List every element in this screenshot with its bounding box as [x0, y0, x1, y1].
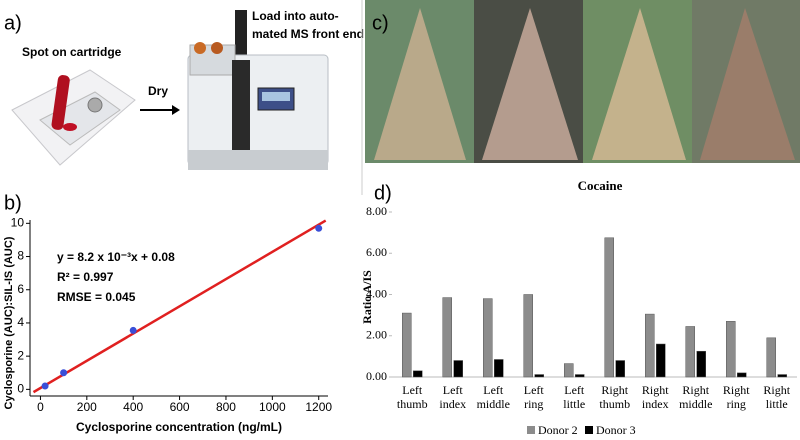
annotation: R² = 0.997: [57, 270, 114, 284]
bar: [402, 312, 412, 378]
x-tick-label: 1200: [305, 400, 332, 414]
bar: [575, 374, 585, 378]
y-axis-label: Cyclosporine (AUC):SIL-IS (AUC): [3, 236, 15, 409]
bar: [523, 294, 533, 378]
bar: [453, 360, 463, 378]
bar: [726, 321, 736, 378]
bar: [604, 237, 614, 378]
data-point: [41, 382, 49, 390]
annotation: RMSE = 0.045: [57, 290, 136, 304]
legend-label: Donor 3: [596, 423, 636, 437]
step-label: Spot on cartridge: [22, 45, 122, 59]
x-tick-label: Right ring: [722, 383, 750, 411]
panel-label: a): [4, 12, 22, 34]
legend-swatch: [585, 426, 593, 434]
step-label: Dry: [148, 84, 168, 98]
fingerprint-photos: [365, 0, 800, 163]
y-tick-label: 2: [17, 348, 24, 362]
panel-label: d): [374, 182, 392, 204]
y-tick-label: 2.00: [366, 328, 387, 342]
x-tick-label: Left little: [563, 383, 586, 411]
y-axis-label: Ratio A/IS: [360, 270, 374, 324]
panel-label: b): [4, 192, 22, 214]
y-tick-label: 4.00: [366, 286, 387, 300]
step-label: Load into auto-: [252, 9, 339, 23]
data-point: [129, 326, 137, 334]
bar: [766, 337, 776, 378]
x-tick-label: Left ring: [523, 383, 544, 411]
x-tick-label: Right thumb: [599, 383, 631, 411]
panel-label: c): [372, 12, 389, 34]
chart-title: Cocaine: [578, 178, 623, 193]
arrow-head: [172, 105, 180, 115]
y-tick-label: 6.00: [366, 245, 387, 259]
bar: [564, 363, 574, 378]
bar: [534, 374, 544, 378]
legend-label: Donor 2: [538, 423, 578, 437]
x-tick-label: Left thumb: [396, 383, 428, 411]
ms-device-illustration: [187, 10, 329, 170]
bar: [696, 350, 706, 378]
y-tick-label: 10: [11, 215, 25, 229]
x-tick-label: Right little: [763, 383, 791, 411]
annotation: y = 8.2 x 10⁻³x + 0.08: [57, 250, 175, 264]
y-tick-label: 6: [17, 282, 24, 296]
y-tick-label: 0: [17, 382, 24, 396]
x-tick-label: Left middle: [476, 383, 510, 411]
y-tick-label: 0.00: [366, 369, 387, 383]
y-tick-label: 8.00: [366, 204, 387, 218]
bar: [483, 298, 493, 378]
legend-swatch: [527, 426, 535, 434]
bar: [494, 359, 504, 378]
step-label: mated MS front end: [252, 27, 364, 41]
y-tick-label: 4: [17, 315, 24, 329]
bar: [656, 343, 666, 378]
data-point: [315, 224, 323, 232]
x-tick-label: 0: [37, 400, 44, 414]
data-point: [60, 369, 68, 377]
x-tick-label: Right middle: [679, 383, 713, 411]
x-axis-label: Cyclosporine concentration (ng/mL): [76, 420, 282, 434]
bar: [442, 297, 452, 378]
fit-line: [32, 219, 327, 394]
x-tick-label: 1000: [259, 400, 286, 414]
x-tick-label: Right index: [641, 383, 669, 411]
bar: [685, 326, 695, 378]
x-tick-label: 600: [170, 400, 190, 414]
bar: [413, 370, 423, 378]
bar: [777, 374, 787, 378]
x-tick-label: 200: [77, 400, 97, 414]
bar: [615, 360, 625, 378]
cartridge-illustration: [11, 69, 136, 166]
bar: [737, 372, 747, 378]
y-tick-label: 8: [17, 249, 24, 263]
x-tick-label: Left index: [439, 383, 467, 411]
bar: [645, 313, 655, 378]
x-tick-label: 800: [216, 400, 236, 414]
x-tick-label: 400: [123, 400, 143, 414]
